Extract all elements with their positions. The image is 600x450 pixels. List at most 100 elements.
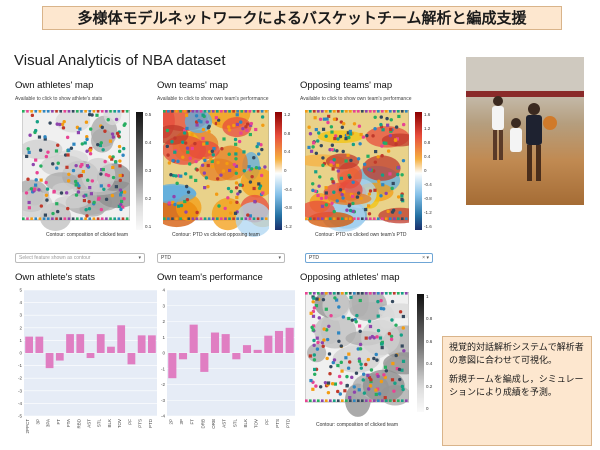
- note-line-1: 視覚的対話解析システムで解析者の意図に合わせて可視化。: [449, 343, 584, 366]
- own-teams-map[interactable]: [150, 96, 277, 242]
- colorbar-tick-label: 0.4: [284, 149, 291, 155]
- own-teams-map-subtitle: Available to click to show own team's pe…: [157, 96, 269, 102]
- bar: [285, 327, 294, 353]
- opposing-teams-map[interactable]: [297, 109, 422, 242]
- colorbar-tick-label: 0.8: [284, 130, 291, 136]
- chevron-down-icon: × ▾: [422, 255, 429, 261]
- bar: [178, 353, 188, 360]
- colorbar-tick-label: 1.6: [424, 112, 431, 117]
- y-tick-label: 3: [19, 313, 22, 318]
- y-tick-label: 2: [19, 325, 22, 330]
- x-tick-label: TOV: [117, 419, 122, 428]
- y-tick-label: -4: [18, 401, 22, 406]
- opposing-teams-map-subtitle: Available to click to show own team's pe…: [300, 96, 412, 102]
- own-team-select-value: PTD: [161, 255, 171, 261]
- x-tick-label: PTS: [275, 419, 280, 428]
- colorbar-tick-label: 0.5: [145, 112, 152, 117]
- y-tick-label: 4: [162, 288, 165, 293]
- y-tick-label: 1: [162, 335, 165, 340]
- bar: [107, 346, 115, 353]
- colorbar-tick-label: -1.6: [424, 224, 432, 229]
- bar: [253, 349, 262, 353]
- chevron-down-icon: ▾: [138, 255, 141, 261]
- note-line-2: 新規チームを編成し，シミュレーションにより成績を予測。: [449, 375, 584, 398]
- bar: [66, 334, 74, 353]
- own-teams-map-caption: Contour: PTD vs clicked opposing team: [172, 232, 260, 238]
- colorbar-tick-label: 0: [426, 406, 429, 411]
- colorbar-tick-label: 0.4: [426, 361, 433, 367]
- own-team-select[interactable]: PTD ▾: [157, 253, 285, 263]
- x-tick-label: AST: [87, 419, 92, 428]
- x-tick-label: TOV: [254, 419, 259, 428]
- x-tick-label: PTS: [138, 419, 143, 428]
- colorbar-tick-label: -0.8: [424, 196, 432, 201]
- app-title: Visual Analyticis of NBA dataset: [14, 52, 226, 69]
- own-athlete-stats-title: Own athlete's stats: [15, 272, 95, 283]
- y-tick-label: -3: [161, 398, 165, 403]
- y-tick-label: 2: [162, 319, 165, 324]
- x-tick-label: PTD: [286, 418, 291, 428]
- colorbar-tick-label: 0.4: [145, 140, 152, 145]
- colorbar-tick-label: 0: [284, 168, 287, 173]
- y-tick-label: -2: [18, 376, 22, 381]
- colorbar-tick-label: 1: [426, 294, 429, 299]
- x-tick-label: 3PA: [46, 419, 51, 427]
- bar: [25, 336, 34, 353]
- opposing-athletes-colorbar: [417, 294, 424, 412]
- x-tick-label: PTD: [148, 418, 153, 428]
- bar: [147, 335, 156, 353]
- opposing-team-select[interactable]: PTD × ▾: [305, 253, 433, 263]
- own-team-performance-title: Own team's performance: [157, 272, 263, 283]
- own-athletes-map-caption: Contour: composition of clicked team: [46, 232, 128, 238]
- own-athletes-map[interactable]: [11, 103, 139, 242]
- x-tick-label: 2P: [168, 419, 173, 425]
- y-tick-label: -1: [18, 363, 22, 368]
- opposing-athletes-map-caption: Contour: composition of clicked team: [316, 422, 398, 428]
- bar: [137, 335, 146, 353]
- colorbar-tick-label: -1.2: [284, 224, 292, 229]
- colorbar-tick-label: -1.2: [424, 210, 432, 215]
- x-tick-label: 3P: [179, 419, 184, 425]
- colorbar-tick-label: -0.4: [284, 186, 292, 192]
- y-tick-label: 0: [162, 351, 165, 356]
- y-tick-label: -2: [161, 382, 165, 387]
- colorbar-tick-label: 0.8: [424, 140, 431, 145]
- bar: [86, 353, 95, 359]
- bar: [168, 353, 177, 379]
- y-tick-label: -5: [18, 414, 22, 419]
- opposing-athletes-map[interactable]: [304, 286, 428, 424]
- x-tick-label: BLK: [107, 419, 112, 428]
- x-tick-label: BLK: [243, 419, 248, 428]
- x-tick-label: 2PPCT: [25, 419, 30, 434]
- feature-select-placeholder: Select feature shown as contour: [19, 255, 91, 261]
- x-tick-label: STL: [232, 419, 237, 428]
- own-team-performance-chart: 4 3 2 1 0 -1 -2 -3 -4 2P 3P FT DRB ORB AST STL BLK TOV PF P…: [157, 288, 297, 436]
- bar: [35, 336, 44, 353]
- bar: [242, 345, 252, 353]
- y-tick-label: 3: [162, 303, 165, 308]
- own-teams-map-title: Own teams' map: [157, 80, 228, 91]
- colorbar-tick-label: 1.2: [424, 126, 431, 131]
- colorbar-tick-label: 0.4: [424, 154, 431, 159]
- colorbar-tick-label: -0.8: [284, 205, 292, 211]
- x-tick-label: AST: [222, 419, 227, 428]
- bar: [232, 353, 241, 360]
- bar: [45, 353, 54, 369]
- bar: [76, 334, 85, 353]
- bar: [127, 353, 136, 365]
- y-tick-label: 1: [19, 338, 22, 343]
- own-athletes-map-subtitle: Available to click to show athlete's sta…: [15, 96, 103, 102]
- bar: [274, 330, 284, 353]
- colorbar-tick-label: 0.6: [426, 338, 433, 344]
- x-tick-label: FT: [190, 419, 195, 425]
- y-tick-label: 4: [19, 300, 22, 305]
- chevron-down-icon: ▾: [278, 255, 281, 261]
- x-tick-label: FT: [56, 419, 61, 425]
- opposing-team-select-value: PTD: [309, 255, 319, 261]
- y-tick-label: -1: [161, 366, 165, 371]
- feature-select[interactable]: Select feature shown as contour ▾: [15, 253, 145, 263]
- x-tick-label: FTA: [66, 419, 71, 427]
- y-tick-label: 0: [19, 351, 22, 356]
- bar: [117, 325, 126, 353]
- bar: [189, 324, 198, 353]
